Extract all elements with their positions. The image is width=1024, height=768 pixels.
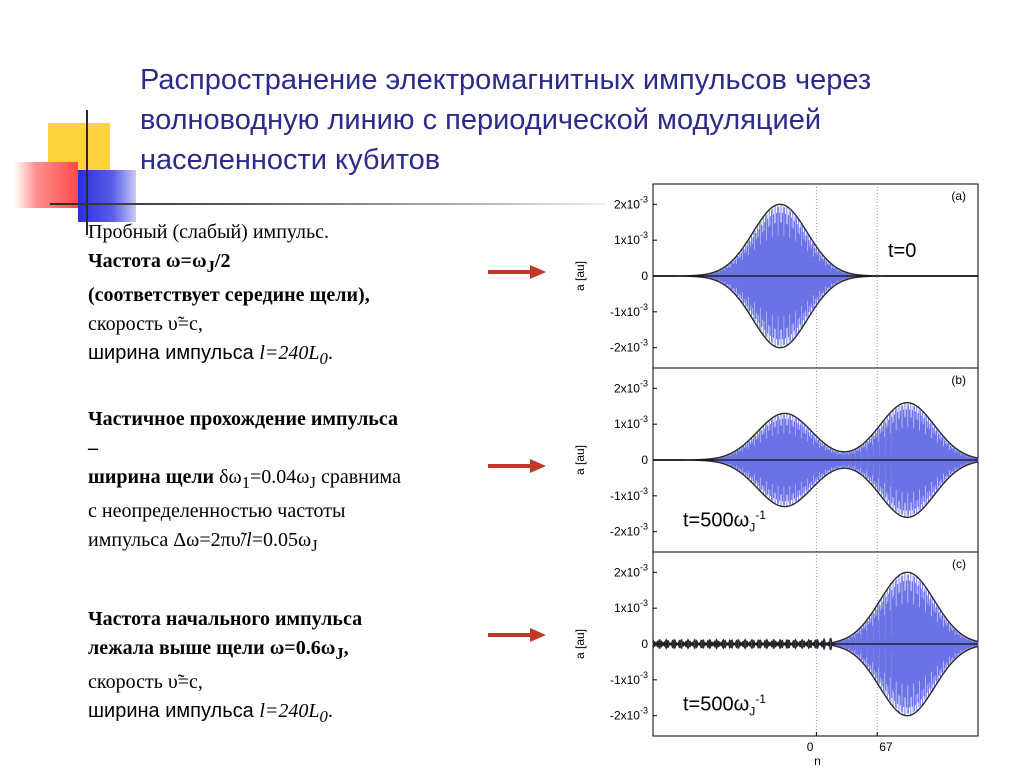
y-axis-label: a [au] [573,629,587,659]
pulse-envelope-lower [653,459,978,518]
gap-width-line: ширина щели δω1=0.04ωJ сравнима [88,466,401,492]
x-tick-label: 0 [807,740,814,754]
y-tick-label: 2x10-3 [614,378,648,395]
y-tick-label: 0 [641,453,648,467]
initial-frequency-block: Частота начального импульса лежала выше … [88,605,498,731]
y-tick-label: -2x10-3 [610,338,648,355]
arrow-to-panel-c [488,628,546,642]
panel-label: (a) [951,189,966,203]
title-line-2: волноводную линию с периодической модуля… [140,104,822,136]
decor-horizontal-line [50,203,605,205]
velocity-line: скорость υ̃=c, [88,313,203,335]
x-tick-label: 67 [879,740,893,754]
y-tick-label: -1x10-3 [610,486,648,503]
initial-frequency-heading: Частота начального импульса [88,608,363,630]
title-line-1: Распространение электромагнитных импульс… [140,64,872,96]
y-tick-label: -2x10-3 [610,522,648,539]
pulse-envelope-lower [652,638,979,717]
y-axis-label: a [au] [573,261,587,291]
pulse-envelope-upper [652,571,979,650]
pulse-propagation-chart: 2x10-3 1x10-3 0 -1x10-3 -2x10-3 a [au] (a) 2x10… [560,180,1024,768]
y-tick-label: 2x10-3 [614,562,648,579]
chart-svg: 2x10-3 1x10-3 0 -1x10-3 -2x10-3 a [au] (a) 2x10… [573,183,979,768]
y-tick-label: 1x10-3 [614,414,648,431]
time-label: t=500ωJ-1 [683,692,766,719]
y-tick-label: 1x10-3 [614,598,648,615]
y-tick-label: -1x10-3 [610,302,648,319]
y-tick-label: 2x10-3 [614,194,648,211]
pulse-envelope-upper [653,402,978,461]
y-tick-label: 0 [641,269,648,283]
frequency-line: Частота ω=ωJ/2 [88,250,231,276]
panel-label: (b) [951,373,966,387]
y-axis-label: a [au] [573,445,587,475]
title-line-3: населенности кубитов [140,144,441,176]
partial-pass-heading: Частичное прохождение импульса [88,408,398,430]
velocity-line-2: скорость υ̃=c, [88,671,203,693]
y-tick-label: 1x10-3 [614,230,648,247]
uncertainty-line: с неопределенностью частоты [88,500,346,522]
dash-line: – [88,437,98,459]
delta-omega-line: импульса Δω=2πυ̃/l=0.05ωJ [88,529,318,555]
panel-label: (c) [952,557,966,571]
y-tick-label: -2x10-3 [610,706,648,723]
x-axis-label: n [814,754,821,768]
gap-middle-line: (соответствует середине щели), [88,284,370,306]
pulse-width-line: ширина импульса l=240L0. [88,342,333,368]
probe-pulse-block: Пробный (слабый) импульс. Частота ω=ωJ/2… [88,218,498,373]
partial-pass-block: Частичное прохождение импульса – ширина … [88,405,498,560]
decor-vertical-line [86,110,88,235]
arrow-to-panel-b [488,459,546,473]
page-title: Распространение электромагнитных импульс… [140,60,1010,180]
y-tick-label: -1x10-3 [610,670,648,687]
time-label: t=0 [888,240,917,262]
time-label: t=500ωJ-1 [683,508,766,535]
y-tick-label: 0 [641,637,648,651]
probe-pulse-heading: Пробный (слабый) импульс. [88,221,329,243]
decor-red-square [14,162,78,208]
above-gap-line: лежала выше щели ω=0.6ωJ, [88,637,349,663]
arrow-to-panel-a [488,265,546,279]
pulse-width-line-2: ширина импульса l=240L0. [88,700,333,726]
